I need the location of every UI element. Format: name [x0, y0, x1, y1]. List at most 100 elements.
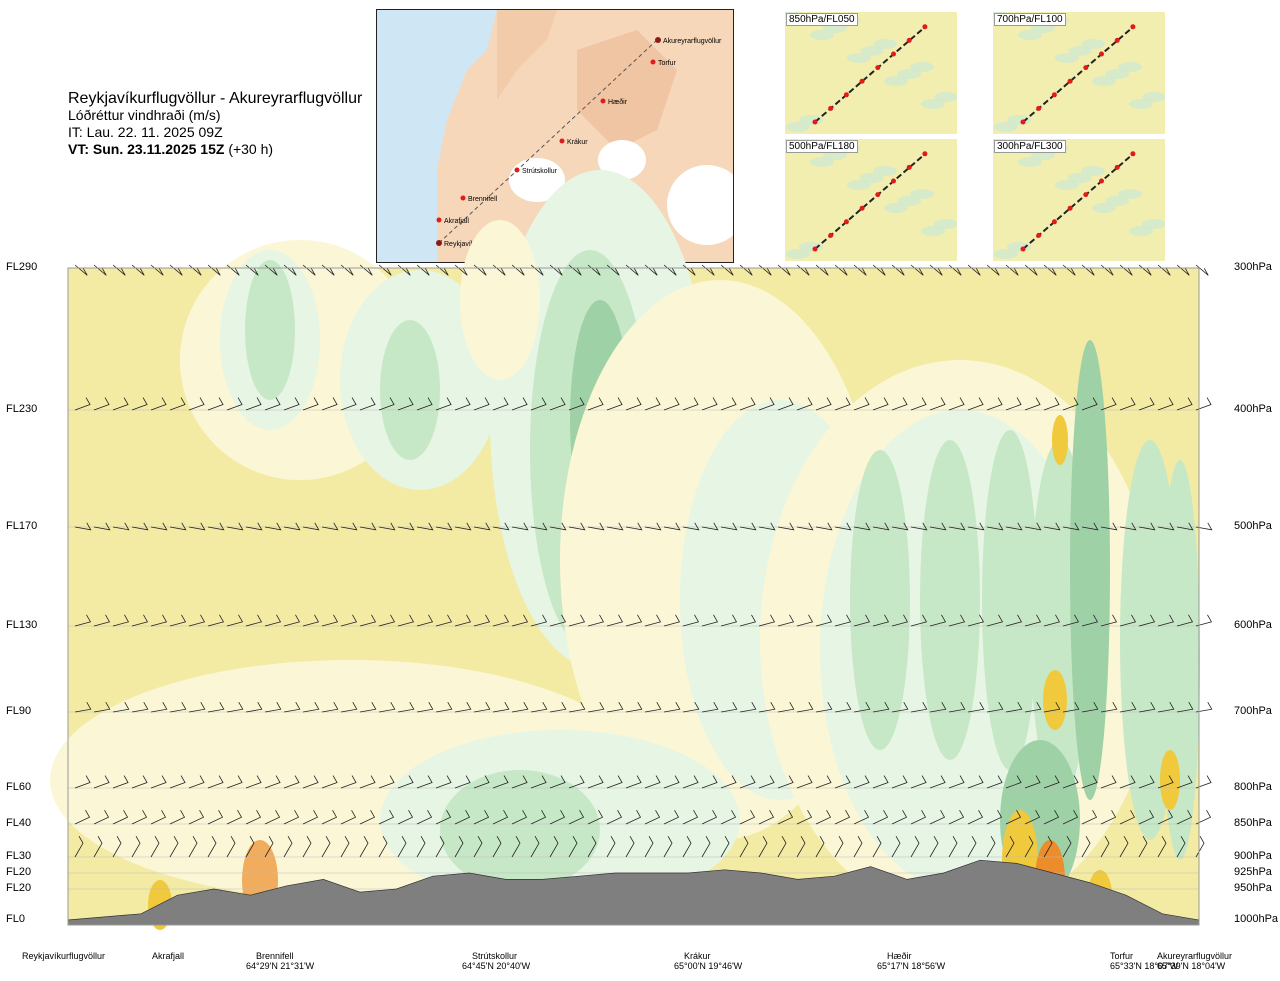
wind-barb — [1100, 614, 1118, 627]
location-coord: 65°33'N 18°07'W — [1110, 961, 1179, 971]
wind-barb — [1062, 397, 1079, 411]
wind-barb — [663, 614, 681, 627]
location-label: Strútskollur 64°45'N 20°40'W — [462, 951, 530, 971]
mini-route — [1022, 26, 1134, 123]
wind-barb — [910, 810, 927, 825]
wind-barb — [1157, 775, 1174, 789]
wind-barb — [986, 522, 1004, 531]
wind-barb — [815, 810, 832, 825]
wind-barb — [682, 702, 700, 713]
mini-map-label: 850hPa/FL050 — [786, 13, 858, 26]
wind-barb — [473, 264, 487, 276]
wind-barb — [929, 702, 947, 713]
mini-map-label: 300hPa/FL300 — [994, 140, 1066, 153]
wind-barb — [1062, 810, 1079, 825]
wind-barb — [967, 775, 984, 789]
wind-barb — [967, 702, 985, 713]
wind-barb — [150, 810, 167, 825]
wind-barb — [986, 775, 1003, 789]
wind-barb — [435, 835, 445, 858]
wind-barb — [207, 835, 217, 858]
wind-barb — [245, 522, 263, 531]
wind-barb — [796, 775, 813, 789]
wind-barb — [340, 835, 350, 858]
field-cell — [1000, 740, 1080, 900]
wind-barb — [1195, 264, 1209, 276]
plot-frame — [67, 267, 1200, 926]
wind-barb — [663, 702, 681, 713]
wind-barb — [758, 835, 768, 858]
wind-barb — [967, 614, 985, 627]
wind-barb — [169, 397, 186, 411]
wind-barb — [568, 522, 586, 531]
wind-barb — [948, 835, 958, 858]
wind-barb — [758, 614, 776, 627]
mini-field — [1142, 219, 1165, 229]
map-place-label: Krákur — [567, 139, 588, 146]
fl-tick-label: FL20 — [6, 866, 32, 878]
field-cell — [180, 240, 420, 480]
wind-barb — [93, 264, 107, 276]
wind-barb — [435, 775, 452, 789]
wind-barb — [454, 835, 464, 858]
wind-barb — [492, 775, 509, 789]
wind-barb — [967, 835, 977, 858]
wind-barb — [1062, 702, 1080, 713]
mini-map-850: 850hPa/FL050 — [785, 12, 957, 134]
mini-field — [860, 173, 884, 183]
wind-barb — [796, 810, 813, 825]
wind-barb — [872, 397, 889, 411]
wind-barb — [1176, 264, 1190, 276]
fl-tick-label: FL90 — [6, 705, 32, 717]
wind-barb — [1024, 264, 1038, 276]
map-place-label: Akrafjall — [444, 218, 469, 225]
wind-barb — [226, 810, 243, 825]
mini-field — [884, 76, 908, 86]
wind-barb — [397, 835, 407, 858]
wind-barb — [1081, 702, 1099, 713]
wind-barb — [663, 264, 677, 276]
wind-barb — [587, 775, 604, 789]
mini-point — [875, 192, 881, 198]
wind-barb — [1176, 835, 1186, 858]
location-coord: 64°45'N 20°40'W — [462, 961, 531, 971]
mini-field — [1055, 53, 1079, 63]
wind-barb — [207, 775, 224, 789]
wind-barb — [549, 264, 563, 276]
wind-barb — [739, 397, 756, 411]
wind-barb — [1100, 397, 1117, 411]
mini-field — [1068, 46, 1092, 56]
wind-barb — [701, 397, 718, 411]
wind-barb — [359, 835, 369, 858]
wind-barb — [74, 522, 92, 531]
wind-barb — [796, 702, 814, 713]
wind-barb — [834, 522, 852, 531]
wind-barb — [1119, 810, 1136, 825]
wind-barb — [283, 264, 297, 276]
wind-barb — [302, 264, 316, 276]
wind-barb — [359, 702, 377, 713]
map-point — [436, 217, 442, 223]
wind-barb — [188, 264, 202, 276]
wind-barb — [454, 775, 471, 789]
mini-point — [843, 92, 849, 98]
wind-barb — [264, 522, 282, 531]
mini-field — [1007, 115, 1031, 125]
wind-barb — [796, 397, 813, 411]
wind-barb — [1005, 702, 1023, 713]
wind-barb — [1005, 835, 1015, 858]
wind-barb — [1176, 614, 1194, 627]
wind-barb — [207, 397, 224, 411]
wind-barb — [321, 522, 339, 531]
wind-barb — [131, 522, 149, 531]
wind-barb — [1100, 702, 1118, 713]
map-place-label: Hæðir — [608, 98, 628, 106]
mini-field — [799, 115, 823, 125]
hpa-tick-label: 300hPa — [1234, 261, 1272, 273]
fl-tick-label: FL30 — [6, 850, 32, 862]
location-coord: 65°39'N 18°04'W — [1157, 961, 1226, 971]
mini-point — [906, 37, 912, 43]
wind-barb — [169, 702, 187, 713]
wind-barb — [302, 810, 319, 825]
wind-barb — [1005, 264, 1019, 276]
